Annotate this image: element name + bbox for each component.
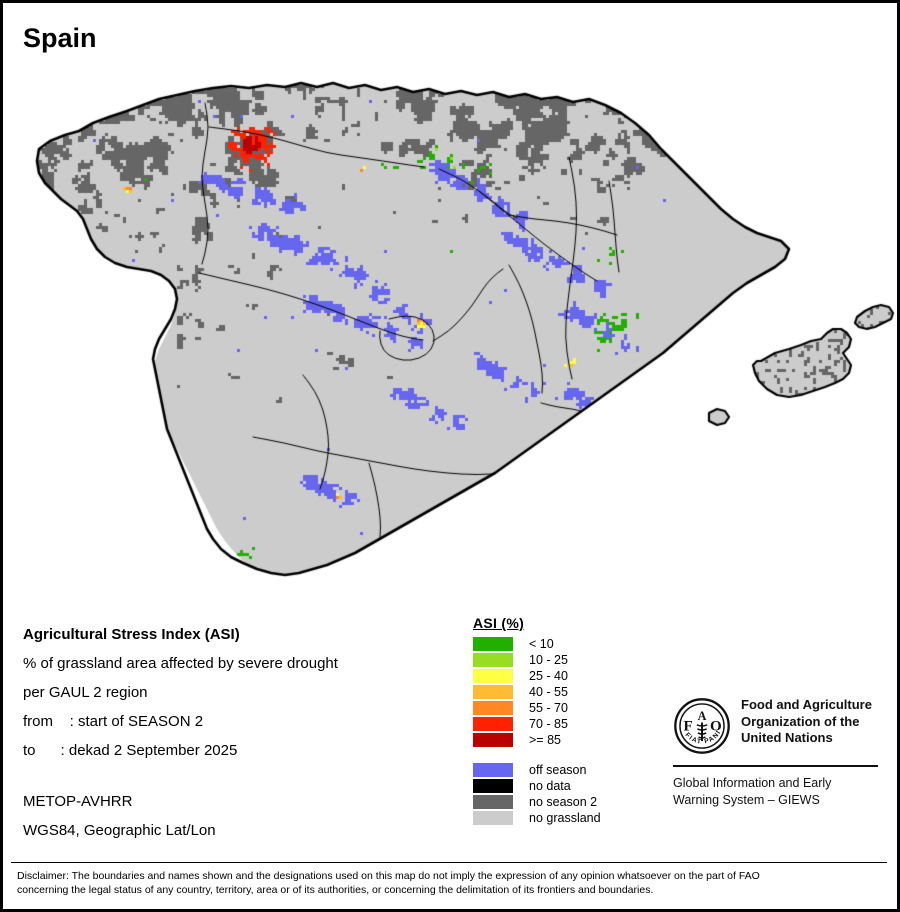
legend-label-class-4: 55 - 70 [529, 701, 568, 715]
legend-spacer [473, 748, 601, 762]
legend-label-class-1: 10 - 25 [529, 653, 568, 667]
legend-label-class-2: 25 - 40 [529, 669, 568, 683]
info-projection: WGS84, Geographic Lat/Lon [23, 822, 216, 839]
legend-label-class-0: < 10 [529, 637, 554, 651]
map-container[interactable] [9, 61, 897, 606]
legend-swatch-class-3 [473, 685, 513, 699]
legend-label-special-3: no grassland [529, 811, 601, 825]
disclaimer-text: Disclaimer: The boundaries and names sho… [17, 869, 889, 897]
legend-label-special-2: no season 2 [529, 795, 598, 809]
svg-text:F: F [683, 719, 692, 735]
fao-system-name: Global Information and Early Warning Sys… [673, 775, 885, 809]
legend-special-list: off season no data no season 2 no grassland [473, 762, 601, 826]
legend-swatch-class-0 [473, 637, 513, 651]
info-subtitle-2: per GAUL 2 region [23, 684, 148, 701]
legend-row-special-0: off season [473, 762, 601, 778]
disclaimer-line-1: Disclaimer: The boundaries and names sho… [17, 870, 760, 882]
info-to-line: to : dekad 2 September 2025 [23, 742, 238, 759]
legend-row-class-5: 70 - 85 [473, 716, 601, 732]
info-heading: Agricultural Stress Index (ASI) [23, 626, 240, 643]
legend-label-special-1: no data [529, 779, 571, 793]
legend-swatch-class-2 [473, 669, 513, 683]
legend-label-class-5: 70 - 85 [529, 717, 568, 731]
fao-org-line-3: United Nations [741, 730, 833, 745]
fao-organization-name: Food and Agriculture Organization of the… [741, 697, 872, 747]
fao-branding: F A O FIAT PANIS Food and Agriculture Or… [673, 697, 885, 809]
info-spacer [23, 765, 453, 787]
legend-row-class-4: 55 - 70 [473, 700, 601, 716]
info-sensor: METOP-AVHRR [23, 793, 133, 810]
legend-swatch-class-5 [473, 717, 513, 731]
fao-system-line-2: Warning System – GIEWS [673, 793, 820, 807]
legend-label-special-0: off season [529, 763, 587, 777]
legend-row-special-3: no grassland [473, 810, 601, 826]
map-legend: ASI (%) < 10 10 - 25 25 - 40 40 - 55 55 - 70… [473, 615, 601, 826]
legend-label-class-3: 40 - 55 [529, 685, 568, 699]
legend-label-class-6: >= 85 [529, 733, 561, 747]
disclaimer-line-2: concerning the legal status of any count… [17, 884, 654, 896]
legend-swatch-special-3 [473, 811, 513, 825]
legend-row-special-1: no data [473, 778, 601, 794]
svg-text:O: O [710, 719, 722, 735]
svg-text:A: A [698, 709, 707, 723]
legend-swatch-special-2 [473, 795, 513, 809]
legend-row-class-3: 40 - 55 [473, 684, 601, 700]
legend-swatch-class-1 [473, 653, 513, 667]
map-info-block: Agricultural Stress Index (ASI) % of gra… [23, 620, 453, 845]
fao-system-line-1: Global Information and Early [673, 776, 832, 790]
fao-org-line-2: Organization of the [741, 713, 860, 729]
legend-swatch-special-1 [473, 779, 513, 793]
info-from-line: from : start of SEASON 2 [23, 713, 204, 730]
legend-row-special-2: no season 2 [473, 794, 601, 810]
fao-header: F A O FIAT PANIS Food and Agriculture Or… [673, 697, 885, 755]
page-title: Spain [23, 23, 97, 53]
legend-row-class-0: < 10 [473, 636, 601, 652]
legend-swatch-class-6 [473, 733, 513, 747]
fao-divider [673, 765, 878, 767]
legend-row-class-6: >= 85 [473, 732, 601, 748]
info-subtitle-1: % of grassland area affected by severe d… [23, 655, 338, 672]
legend-class-list: < 10 10 - 25 25 - 40 40 - 55 55 - 70 70 - 85 >… [473, 636, 601, 748]
fao-org-line-1: Food and Agriculture [741, 697, 872, 712]
legend-row-class-2: 25 - 40 [473, 668, 601, 684]
fao-logo-icon: F A O FIAT PANIS [673, 697, 730, 754]
legend-row-class-1: 10 - 25 [473, 652, 601, 668]
legend-title: ASI (%) [473, 615, 525, 631]
legend-swatch-special-0 [473, 763, 513, 777]
spain-asi-map-canvas[interactable] [9, 61, 897, 606]
legend-swatch-class-4 [473, 701, 513, 715]
disclaimer-divider [11, 862, 887, 863]
